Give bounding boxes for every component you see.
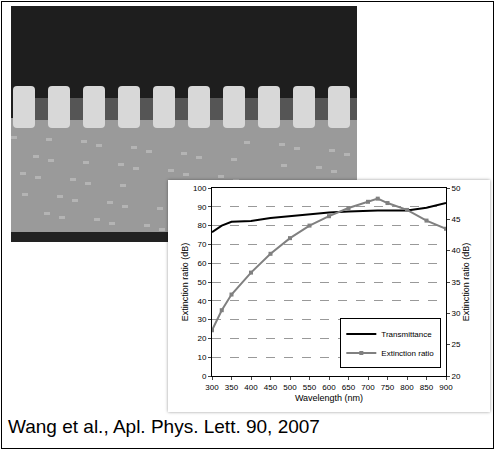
svg-text:Wavelength (nm): Wavelength (nm) <box>295 393 363 403</box>
svg-text:500: 500 <box>283 383 297 392</box>
svg-text:550: 550 <box>303 383 317 392</box>
html-text:Wang et al., Apl. Phys. Lett.: Wang et al., Apl. Phys. Lett. 90, 2007 <box>8 416 320 437</box>
svg-text:40: 40 <box>197 297 206 306</box>
svg-text:350: 350 <box>225 383 239 392</box>
svg-text:300: 300 <box>205 383 219 392</box>
svg-text:750: 750 <box>381 383 395 392</box>
svg-text:50: 50 <box>197 278 206 287</box>
svg-text:450: 450 <box>264 383 278 392</box>
svg-text:10: 10 <box>197 353 206 362</box>
svg-text:650: 650 <box>342 383 356 392</box>
svg-text:80: 80 <box>197 221 206 230</box>
svg-text:25: 25 <box>452 340 461 349</box>
svg-text:900: 900 <box>439 383 453 392</box>
svg-text:20: 20 <box>452 372 461 381</box>
svg-text:0: 0 <box>202 372 207 381</box>
svg-text:40: 40 <box>452 246 461 255</box>
svg-text:50: 50 <box>452 184 461 193</box>
svg-text:60: 60 <box>197 259 206 268</box>
svg-text:30: 30 <box>452 309 461 318</box>
svg-text:Extinction ratio: Extinction ratio <box>381 349 434 358</box>
svg-text:100: 100 <box>193 184 207 193</box>
svg-text:20: 20 <box>197 334 206 343</box>
svg-text:30: 30 <box>197 315 206 324</box>
svg-text:700: 700 <box>361 383 375 392</box>
svg-text:800: 800 <box>400 383 414 392</box>
svg-text:45: 45 <box>452 215 461 224</box>
svg-text:90: 90 <box>197 203 206 212</box>
svg-text:Extinction ratio (dB): Extinction ratio (dB) <box>461 243 471 322</box>
svg-text:70: 70 <box>197 240 206 249</box>
svg-text:Transmittance: Transmittance <box>381 330 432 339</box>
svg-text:400: 400 <box>244 383 258 392</box>
svg-text:600: 600 <box>322 383 336 392</box>
svg-text:850: 850 <box>420 383 434 392</box>
svg-text:Extinction ratio (dB): Extinction ratio (dB) <box>180 243 190 322</box>
svg-text:35: 35 <box>452 278 461 287</box>
